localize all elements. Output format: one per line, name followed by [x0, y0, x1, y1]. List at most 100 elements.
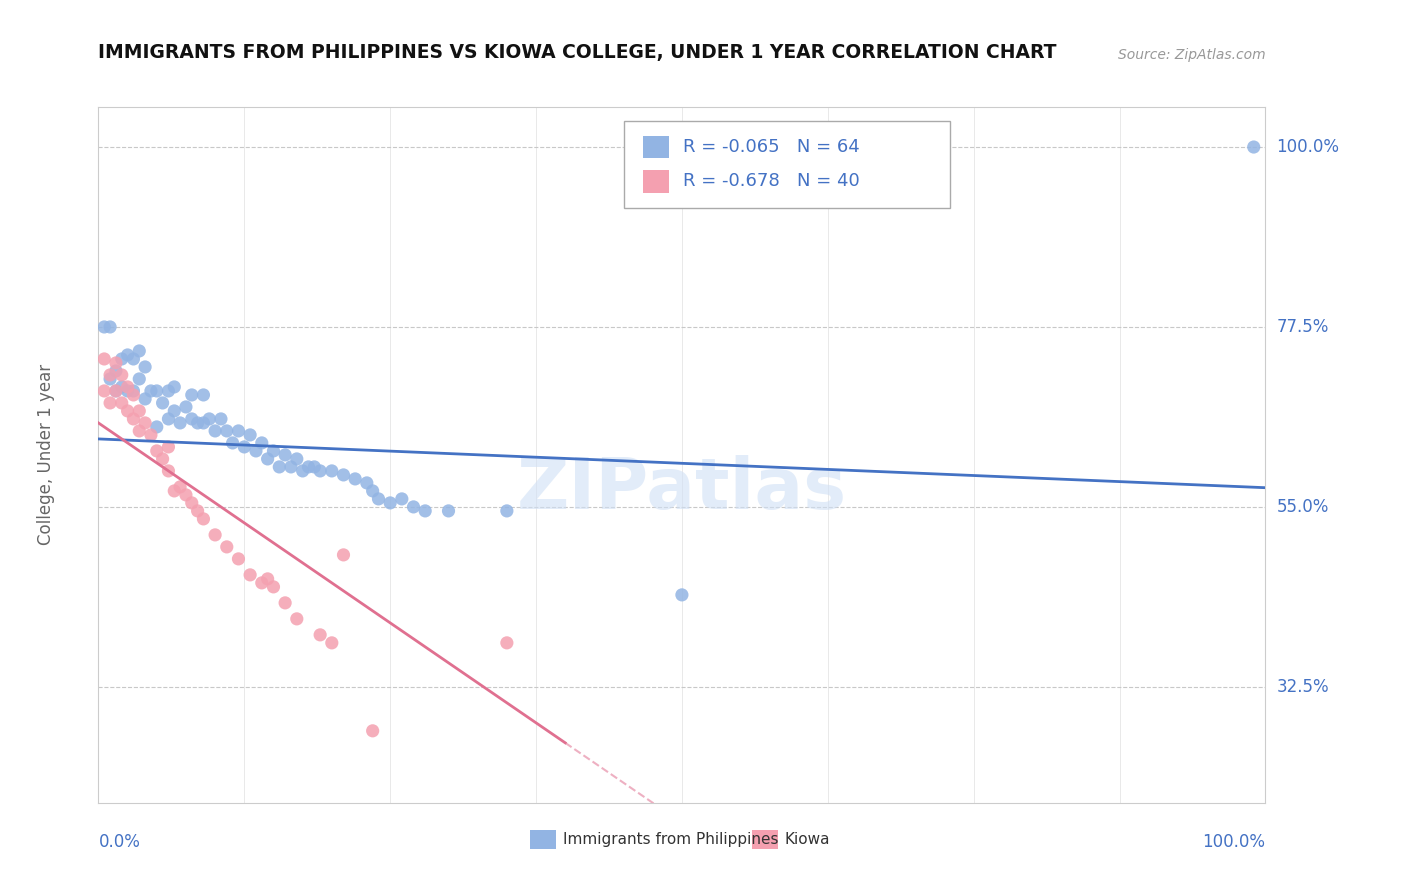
Point [280, 459, 302, 474]
Point [239, 567, 262, 582]
Point [274, 448, 297, 462]
Point [332, 548, 354, 562]
Text: ZIPatlas: ZIPatlas [517, 455, 846, 524]
Point [413, 504, 436, 518]
Point [297, 459, 319, 474]
Point [122, 388, 145, 402]
Point [321, 636, 343, 650]
Point [356, 475, 378, 490]
Text: 55.0%: 55.0% [1277, 498, 1329, 516]
Point [250, 436, 273, 450]
Point [221, 436, 243, 450]
Point [332, 467, 354, 482]
Text: IMMIGRANTS FROM PHILIPPINES VS KIOWA COLLEGE, UNDER 1 YEAR CORRELATION CHART: IMMIGRANTS FROM PHILIPPINES VS KIOWA COL… [98, 43, 1057, 62]
Point [321, 464, 343, 478]
Point [262, 444, 284, 458]
FancyBboxPatch shape [530, 830, 555, 849]
Point [163, 483, 186, 498]
Point [193, 416, 215, 430]
FancyBboxPatch shape [644, 170, 669, 193]
Point [98, 372, 121, 386]
Point [93, 384, 115, 398]
Text: 100.0%: 100.0% [1277, 138, 1340, 156]
Text: R = -0.678   N = 40: R = -0.678 N = 40 [683, 172, 860, 191]
Point [239, 428, 262, 442]
Point [204, 424, 226, 438]
Point [269, 459, 291, 474]
Point [117, 404, 139, 418]
Point [180, 496, 202, 510]
Point [180, 388, 202, 402]
Point [111, 368, 134, 382]
Point [104, 364, 127, 378]
Point [98, 396, 121, 410]
Point [204, 528, 226, 542]
Point [228, 424, 250, 438]
Point [361, 483, 384, 498]
Point [169, 416, 191, 430]
Point [122, 351, 145, 366]
Point [128, 404, 150, 418]
Point [174, 400, 197, 414]
Point [104, 356, 127, 370]
Point [215, 424, 238, 438]
Point [228, 552, 250, 566]
Text: College, Under 1 year: College, Under 1 year [37, 364, 55, 546]
Point [215, 540, 238, 554]
Point [291, 464, 314, 478]
Text: Kiowa: Kiowa [785, 832, 830, 847]
Point [157, 412, 180, 426]
Point [111, 396, 134, 410]
Point [361, 723, 384, 738]
Point [380, 496, 402, 510]
Text: R = -0.065   N = 64: R = -0.065 N = 64 [683, 137, 860, 156]
Point [245, 444, 267, 458]
Point [309, 628, 332, 642]
Point [187, 504, 209, 518]
Point [187, 416, 209, 430]
Point [250, 575, 273, 590]
Point [157, 384, 180, 398]
FancyBboxPatch shape [644, 136, 669, 158]
Text: 32.5%: 32.5% [1277, 678, 1329, 696]
Point [146, 384, 169, 398]
Text: Source: ZipAtlas.com: Source: ZipAtlas.com [1118, 48, 1265, 62]
Point [163, 404, 186, 418]
Point [256, 451, 278, 466]
Point [367, 491, 389, 506]
Point [198, 412, 221, 426]
Point [163, 380, 186, 394]
Point [146, 420, 169, 434]
Point [180, 412, 202, 426]
Point [344, 472, 367, 486]
Point [193, 512, 215, 526]
Point [122, 384, 145, 398]
Point [285, 612, 308, 626]
Point [671, 588, 693, 602]
Text: Immigrants from Philippines: Immigrants from Philippines [562, 832, 779, 847]
Text: 100.0%: 100.0% [1202, 833, 1265, 851]
Point [285, 451, 308, 466]
FancyBboxPatch shape [624, 121, 950, 208]
Point [128, 343, 150, 358]
Point [209, 412, 232, 426]
Text: 0.0%: 0.0% [98, 833, 141, 851]
Point [122, 412, 145, 426]
Point [1243, 140, 1265, 154]
Point [402, 500, 425, 514]
FancyBboxPatch shape [752, 830, 778, 849]
Point [139, 384, 162, 398]
Point [128, 372, 150, 386]
Point [134, 359, 156, 374]
Point [98, 320, 121, 334]
Point [117, 380, 139, 394]
Point [117, 348, 139, 362]
Text: 77.5%: 77.5% [1277, 318, 1329, 336]
Point [496, 504, 519, 518]
Point [104, 384, 127, 398]
Point [157, 464, 180, 478]
Point [309, 464, 332, 478]
Point [93, 320, 115, 334]
Point [117, 384, 139, 398]
Point [496, 636, 519, 650]
